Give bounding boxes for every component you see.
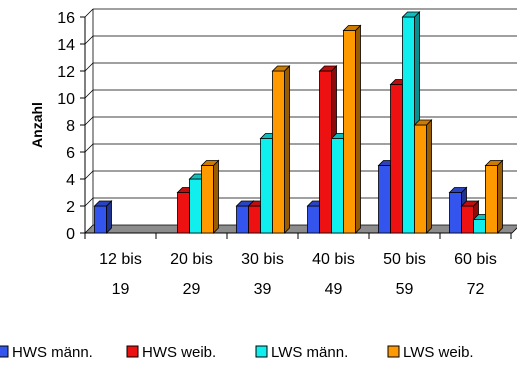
x-tick-label: 39 — [254, 281, 272, 298]
x-tick-label: 20 bis — [170, 251, 213, 268]
x-tick-label: 29 — [183, 281, 201, 298]
bar-front — [485, 165, 498, 234]
legend-swatch — [387, 345, 400, 358]
legend-label: LWS männ. — [271, 344, 348, 361]
legend-item: LWS männ. — [255, 344, 348, 361]
bar-side — [284, 65, 290, 234]
bar-front — [307, 205, 320, 234]
x-tick-label: 49 — [325, 281, 343, 298]
x-tick-labels: 12 bis 19 20 bis 29 30 bis 39 40 bis 49 50 bis 59… — [99, 251, 497, 298]
gridline-diagonal — [84, 143, 94, 153]
legend-item: LWS weib. — [387, 344, 474, 361]
y-axis-label: Anzahl — [29, 102, 45, 148]
y-tick-label: 14 — [57, 37, 75, 54]
bar — [93, 200, 113, 234]
bar — [484, 159, 504, 234]
gridline-diagonal — [84, 89, 94, 99]
axes — [84, 9, 512, 239]
legend-label: LWS weib. — [403, 344, 474, 361]
legend-item: HWS männ. — [0, 344, 93, 361]
bar-front — [473, 219, 486, 234]
gridline-diagonal — [84, 8, 94, 18]
bar-side — [426, 119, 432, 234]
bar-front — [461, 205, 474, 234]
y-tick-label: 2 — [66, 199, 75, 216]
legend-swatch — [255, 345, 268, 358]
bar-front — [189, 178, 202, 234]
y-tick-label: 12 — [57, 64, 75, 81]
y-tick-label: 16 — [57, 10, 75, 27]
y-tick-label: 10 — [57, 91, 75, 108]
bar-top — [460, 200, 480, 207]
bar-side — [497, 159, 503, 234]
x-tick-label: 50 bis — [383, 251, 426, 268]
bar-top — [401, 11, 421, 18]
bar-top — [448, 187, 468, 193]
gridlines — [80, 8, 517, 234]
bar-top — [318, 65, 338, 72]
gridline-diagonal — [84, 170, 94, 180]
bar-front — [177, 192, 190, 234]
bar-front — [236, 205, 249, 234]
y-tick-label: 0 — [66, 226, 75, 243]
x-tick-label: 72 — [467, 281, 485, 298]
bar — [271, 65, 291, 234]
legend-label: HWS männ. — [12, 344, 93, 361]
x-tick-label: 12 bis — [99, 251, 142, 268]
legend: HWS männ. HWS weib. LWS männ. LWS weib. — [0, 344, 474, 361]
bar-top — [93, 200, 113, 207]
gridline-diagonal — [84, 116, 94, 126]
x-tick-label: 60 bis — [454, 251, 497, 268]
bar-front — [449, 192, 462, 234]
x-tick-label: 59 — [396, 281, 414, 298]
gridline-diagonal — [84, 62, 94, 72]
y-tick-label: 8 — [66, 118, 75, 135]
bar-front — [402, 16, 415, 234]
y-tick-labels: 0 2 4 6 8 10 12 14 16 — [57, 10, 75, 243]
bar-front — [260, 138, 273, 234]
legend-swatch — [126, 345, 139, 358]
bar-front — [201, 165, 214, 234]
bar-top — [484, 160, 504, 166]
legend-swatch — [0, 345, 9, 358]
x-tick-label: 19 — [112, 281, 130, 298]
bar-front — [331, 138, 344, 234]
y-tick-label: 4 — [66, 172, 75, 189]
bar-side — [355, 24, 361, 234]
y-tick-label: 6 — [66, 145, 75, 162]
bar-top — [271, 65, 291, 72]
bar-front — [94, 205, 107, 234]
bar — [342, 24, 362, 234]
bars — [93, 11, 504, 234]
legend-item: HWS weib. — [126, 344, 216, 361]
bar-front — [378, 165, 391, 234]
bar-front — [248, 205, 261, 234]
bar — [200, 159, 220, 234]
legend-label: HWS weib. — [142, 344, 216, 361]
x-tick-label: 30 bis — [241, 251, 284, 268]
x-tick-label: 40 bis — [312, 251, 355, 268]
bar-front — [319, 70, 332, 234]
bar-front — [343, 30, 356, 234]
gridline-diagonal — [84, 197, 94, 207]
bar-side — [213, 159, 219, 234]
bar-front — [414, 124, 427, 234]
bar-front — [390, 84, 403, 234]
bar-top — [413, 119, 433, 126]
bar-top — [200, 160, 220, 166]
bar-front — [272, 70, 285, 234]
bar-top — [342, 25, 362, 31]
gridline-diagonal — [84, 35, 94, 45]
bar — [413, 119, 433, 234]
